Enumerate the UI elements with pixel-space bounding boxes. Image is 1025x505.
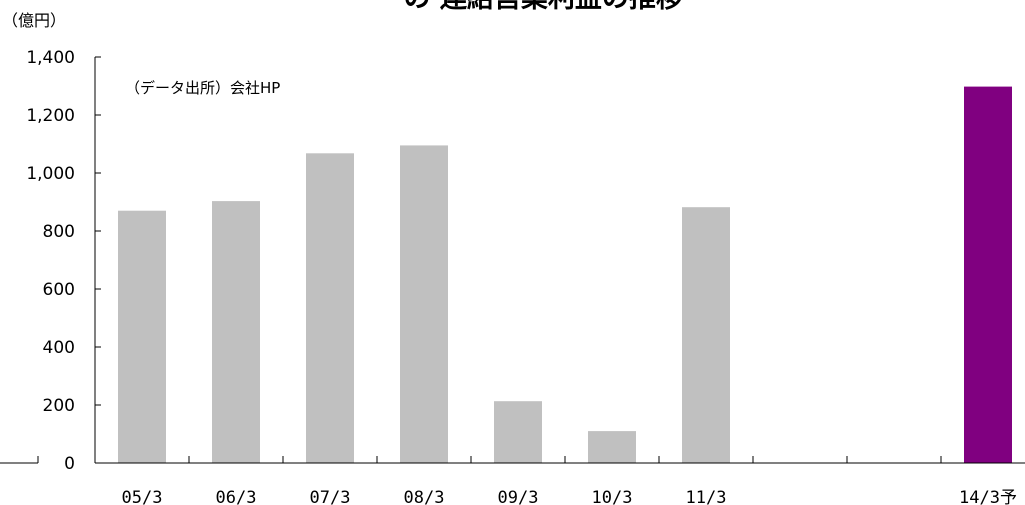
y-tick-label: 1,400 [26,48,75,68]
y-axis-unit-label: （億円） [2,11,66,30]
bar-08/3 [400,145,448,463]
bars-group [118,86,1012,464]
bar-05/3 [118,210,166,463]
x-category-label: 10/3 [592,488,633,505]
x-category-label: 05/3 [122,488,163,505]
bar-07/3 [306,153,354,464]
bar-09/3 [494,401,542,463]
y-tick-label: 1,200 [26,106,75,126]
chart-title: ー の 連結営業利益の推移 [367,0,683,14]
x-category-label: 07/3 [310,488,351,505]
x-category-label: 08/3 [404,488,445,505]
y-tick-label: 800 [43,222,75,242]
x-category-label: 09/3 [498,488,539,505]
y-tick-label: 200 [43,396,75,416]
y-tick-label: 0 [64,454,75,474]
y-tick-label: 400 [43,338,75,358]
y-tick-label: 1,000 [26,164,75,184]
y-tick-label: 600 [43,280,75,300]
x-category-label: 11/3 [686,488,727,505]
source-note: （データ出所）会社HP [125,79,280,97]
bar-11/3 [682,207,730,463]
x-ticks-group: 05/3 06/3 07/3 08/3 09/3 10/3 11/3 14/3予 [122,456,1017,505]
y-ticks-group: 0 200 400 600 800 1,000 1,200 1,400 [26,48,101,474]
bar-14/3予 [964,86,1012,463]
x-category-label: 06/3 [216,488,257,505]
bar-06/3 [212,201,260,463]
bar-10/3 [588,431,636,463]
x-category-label: 14/3予 [959,488,1017,505]
